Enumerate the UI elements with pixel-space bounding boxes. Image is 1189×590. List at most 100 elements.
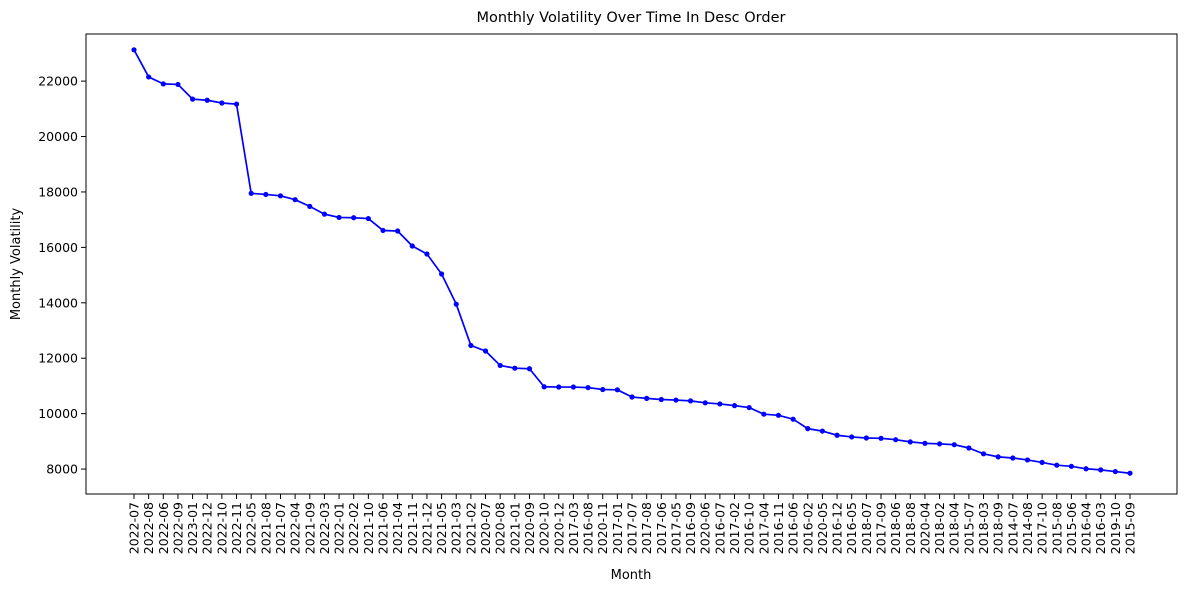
data-point [468,342,474,349]
data-point [351,215,357,221]
y-axis: 8000 10000 12000 14000 16000 18000 20000 22000 [38,74,86,477]
data-point [512,365,518,371]
x-tick-label: 2021-07 [273,502,288,554]
x-tick-label: 2021-11 [405,502,420,554]
data-point [893,437,899,443]
x-tick-label: 2017-06 [654,502,669,554]
x-tick-label: 2017-07 [625,502,640,554]
x-tick-label: 2022-05 [244,502,259,554]
data-point [189,96,196,102]
data-point [1068,463,1075,469]
x-tick-label: 2020-12 [551,502,566,554]
x-tick-label: 2017-10 [1035,502,1050,554]
data-point [805,426,811,432]
data-point [951,442,957,448]
y-tick-label: 14000 [38,295,78,310]
data-point [644,395,650,401]
x-tick-label: 2017-02 [727,502,742,554]
data-point [482,348,489,354]
x-tick-label: 2022-02 [346,502,361,554]
x-tick-label: 2016-04 [1079,502,1094,554]
data-point [600,386,606,393]
x-tick-label: 2022-08 [141,502,156,554]
x-tick-label: 2016-07 [712,502,727,554]
x-tick-label: 2016-03 [1093,502,1108,554]
data-point [1112,468,1118,475]
y-tick-label: 8000 [46,462,78,477]
data-point [980,451,987,457]
y-tick-label: 16000 [38,240,78,255]
data-point [922,440,928,446]
x-tick-label: 2018-02 [932,502,947,554]
data-point [131,47,137,53]
data-point [936,441,943,447]
data-point [746,404,752,411]
data-point [219,100,225,106]
data-point [336,214,342,221]
x-tick-label: 2017-05 [668,502,683,554]
data-point [175,81,181,88]
x-tick-label: 2021-05 [434,502,449,554]
x-tick-label: 2021-06 [376,502,391,554]
data-point [687,398,694,404]
x-tick-label: 2015-06 [1064,502,1079,554]
data-point [307,203,313,209]
x-tick-label: 2020-10 [537,502,552,554]
x-tick-label: 2016-12 [830,502,845,554]
data-point [321,211,328,217]
data-point [204,97,210,103]
y-axis-label: Monthly Volatility [9,208,24,321]
data-point [292,197,298,203]
x-tick-label: 2021-09 [302,502,317,554]
x-tick-label: 2014-08 [1020,502,1035,554]
data-point [1024,457,1031,463]
data-point [453,301,459,307]
data-point [160,81,166,87]
x-tick-label: 2020-07 [478,502,493,554]
data-point [775,412,782,418]
x-tick-label: 2018-09 [991,502,1006,554]
data-point [614,387,620,393]
data-point [849,434,855,440]
x-tick-label: 2022-04 [288,502,303,554]
data-point [395,228,401,234]
data-point [497,362,503,369]
data-point [658,396,664,403]
data-point [1127,470,1133,476]
x-tick-label: 2021-12 [419,502,434,554]
data-point [819,428,826,434]
x-tick-label: 2020-06 [698,502,713,554]
x-tick-label: 2020-04 [917,502,932,554]
data-point [717,401,723,407]
data-point [1083,466,1089,472]
x-tick-label: 2017-01 [610,502,625,554]
x-tick-label: 2016-08 [581,502,596,554]
data-point [1098,467,1104,473]
data-point [263,191,269,198]
x-tick-label: 2018-06 [888,502,903,554]
data-point [585,384,591,391]
x-axis-label: Month [611,568,652,583]
x-tick-label: 2022-07 [127,502,142,554]
x-tick-label: 2014-07 [1005,502,1020,554]
x-tick-label: 2017-08 [639,502,654,554]
data-point [438,271,445,277]
data-point [424,251,430,257]
x-tick-label: 2021-01 [507,502,522,554]
x-tick-label: 2018-08 [903,502,918,554]
x-tick-label: 2017-03 [566,502,581,554]
data-point [1054,462,1060,468]
x-tick-label: 2016-05 [844,502,859,554]
x-tick-label: 2023-01 [185,502,200,554]
x-tick-label: 2020-11 [595,502,610,554]
x-tick-label: 2016-10 [742,502,757,554]
series-layer [131,47,1133,476]
x-tick-label: 2018-04 [947,502,962,554]
x-tick-label: 2022-10 [214,502,229,554]
x-tick-label: 2018-03 [976,502,991,554]
data-point [277,193,284,199]
data-point [878,435,884,441]
data-point [863,435,869,441]
